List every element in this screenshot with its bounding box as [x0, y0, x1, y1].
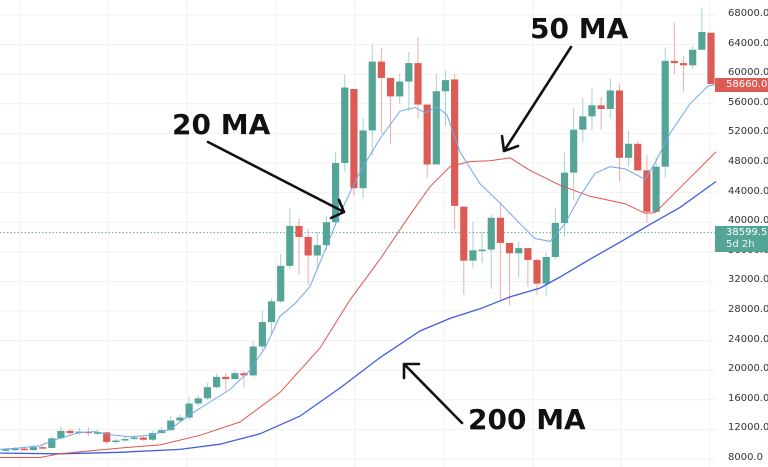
price-tick-label: 44000.0	[728, 185, 768, 197]
ma20-line	[0, 84, 717, 450]
annotation-50ma: 50 MA	[530, 12, 629, 45]
countdown-value: 5d 2h	[726, 239, 755, 250]
price-tick-label: 12000.0	[728, 422, 768, 434]
last-price-value: 58660.0	[726, 79, 768, 90]
price-tick-label: 20000.0	[728, 363, 768, 375]
price-tick-label: 24000.0	[728, 333, 768, 345]
annotation-arrows	[206, 45, 573, 425]
arrow-50ma-icon	[500, 45, 573, 153]
crosshair-price-value: 38599.5	[726, 227, 768, 238]
last-price-tag: 58660.0	[715, 78, 768, 92]
price-tick-label: 68000.0	[728, 8, 768, 19]
annotation-20ma: 20 MA	[172, 108, 271, 141]
price-tick-label: 40000.0	[728, 215, 768, 227]
arrow-20ma-icon	[206, 140, 346, 220]
price-tick-label: 8000.0	[728, 452, 763, 463]
ma200-line	[0, 180, 717, 455]
price-tick-label: 32000.0	[728, 274, 768, 286]
ma50-line	[0, 151, 717, 458]
grid-lines	[0, 0, 716, 467]
price-tick-label: 56000.0	[728, 96, 768, 108]
annotation-200ma: 200 MA	[468, 403, 586, 436]
price-tick-label: 16000.0	[728, 392, 768, 404]
price-tick-label: 28000.0	[728, 304, 768, 315]
price-tick-label: 48000.0	[728, 156, 768, 167]
candlesticks	[2, 7, 715, 452]
price-tick-label: 64000.0	[728, 37, 768, 49]
price-tick-label: 52000.0	[728, 126, 768, 138]
arrow-200ma-icon	[402, 362, 464, 425]
price-tick-label: 60000.0	[728, 67, 768, 79]
crosshair-price-tag: 38599.5 5d 2h	[715, 226, 768, 252]
